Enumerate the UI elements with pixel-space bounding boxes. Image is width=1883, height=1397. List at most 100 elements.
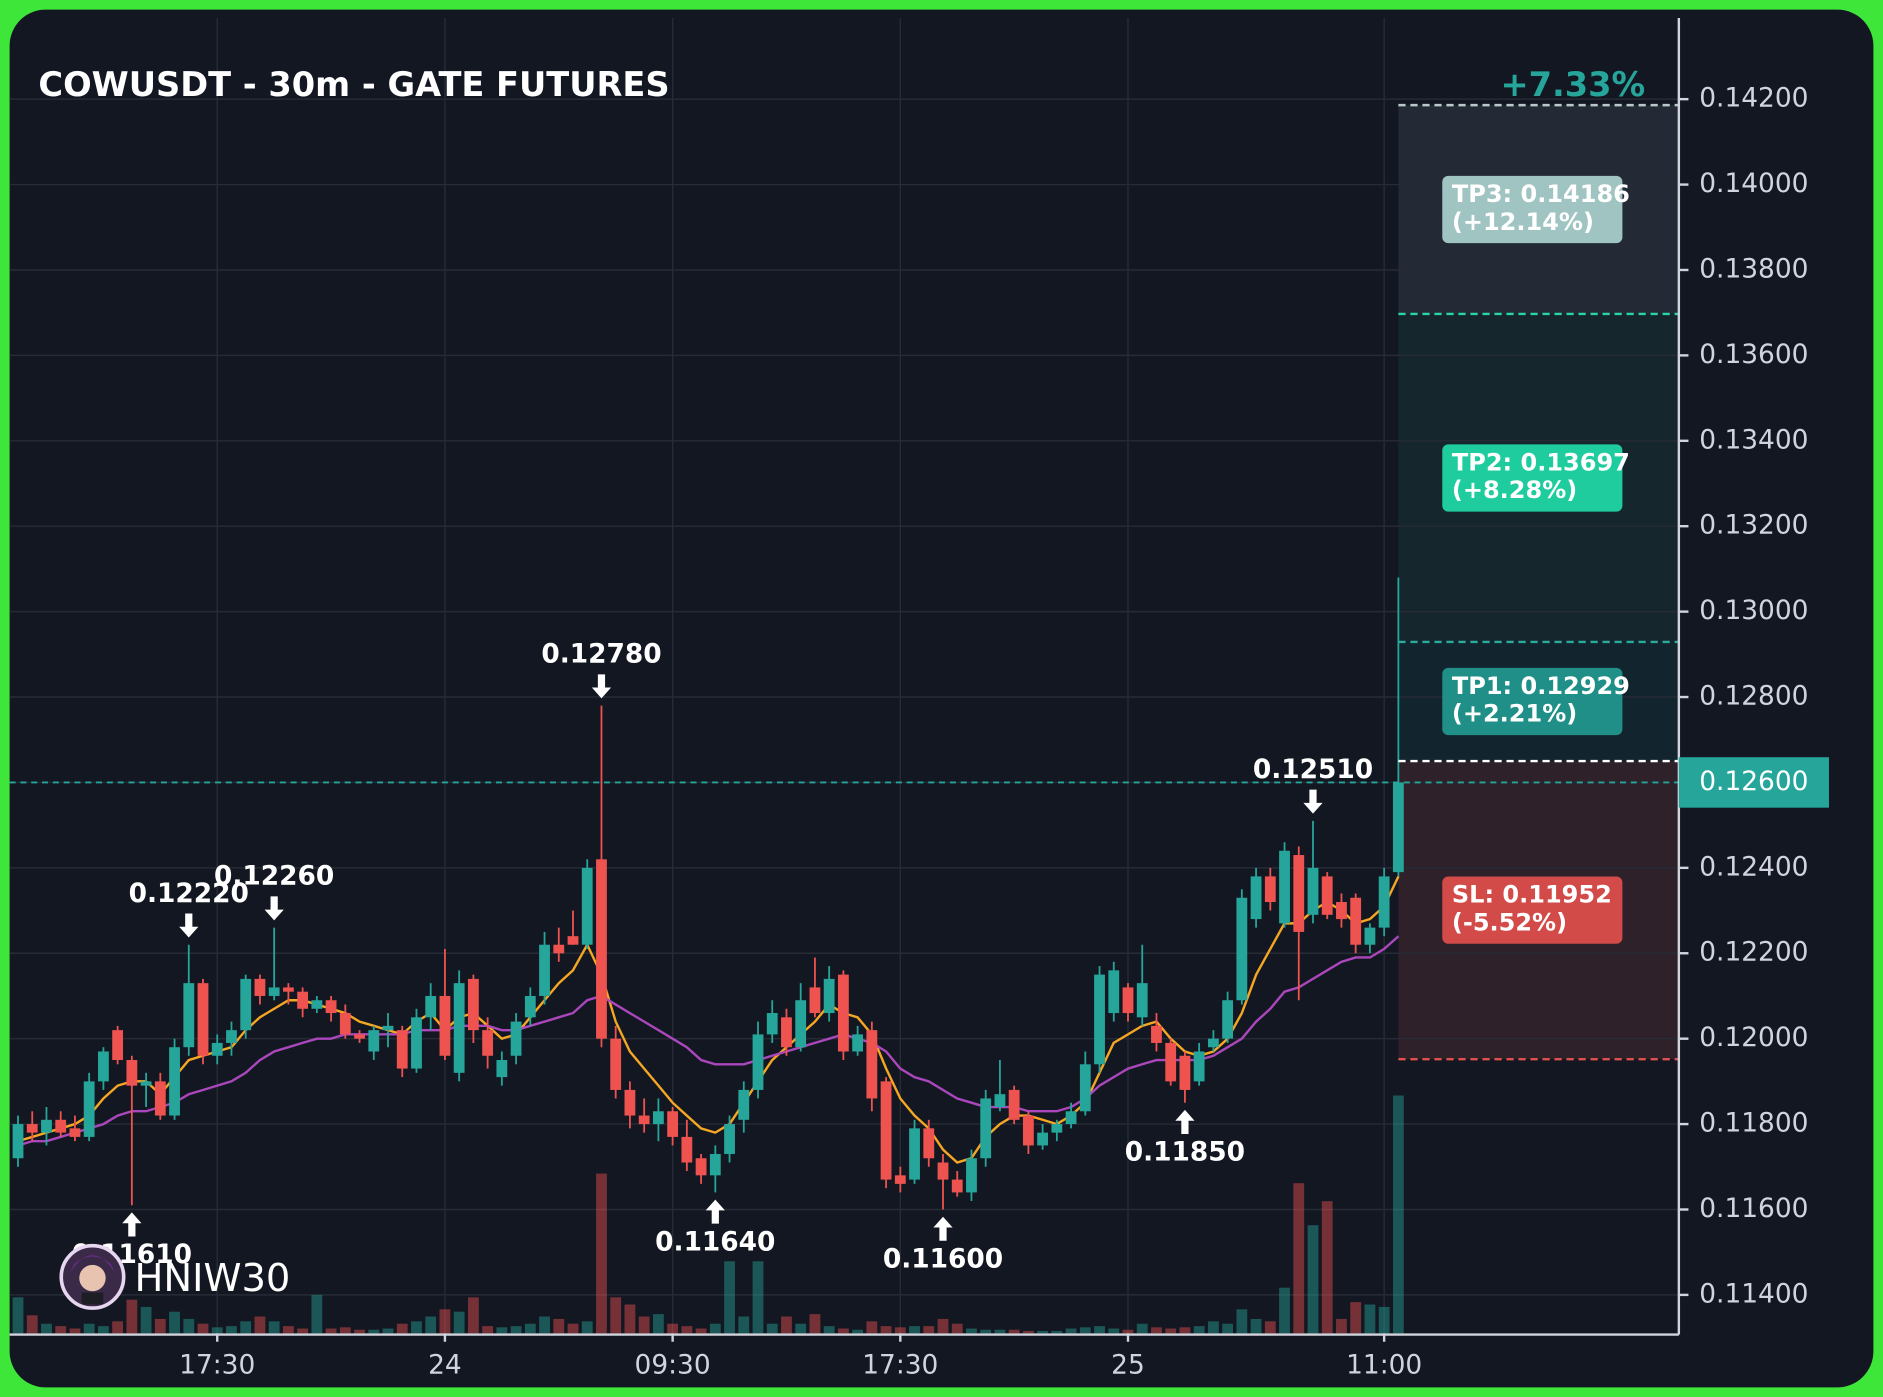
candle-body xyxy=(866,1030,878,1099)
volume-bar xyxy=(83,1323,95,1334)
candle-body xyxy=(1151,1025,1162,1043)
candle-body xyxy=(41,1119,52,1133)
candle-body xyxy=(112,1030,124,1061)
candle-body xyxy=(496,1060,508,1078)
candle-body xyxy=(411,1017,422,1069)
candle-body xyxy=(994,1094,1006,1107)
volume-bar xyxy=(951,1323,963,1334)
candle-body xyxy=(624,1089,636,1116)
pivot-arrow xyxy=(933,1216,953,1241)
candle-body xyxy=(1264,876,1276,903)
pivot-label: 0.11850 xyxy=(1125,1137,1245,1168)
volume-bar xyxy=(1307,1225,1319,1334)
volume-bar xyxy=(709,1323,721,1334)
candle-body xyxy=(695,1158,707,1176)
volume-bar xyxy=(539,1316,550,1334)
avatar-hair xyxy=(69,1255,116,1274)
candle-body xyxy=(1321,876,1333,915)
candle-body xyxy=(681,1136,693,1163)
volume-bar xyxy=(1151,1327,1162,1334)
volume-bar xyxy=(596,1173,607,1334)
candle-body xyxy=(539,944,550,996)
candle-body xyxy=(97,1051,109,1082)
grid xyxy=(9,18,1679,1334)
volume-bar xyxy=(937,1318,949,1334)
candle-body xyxy=(766,1013,778,1035)
candle-body xyxy=(1364,927,1376,945)
candle-body xyxy=(567,936,579,945)
volume-bar xyxy=(1279,1287,1290,1334)
candle-body xyxy=(823,978,835,1014)
volume xyxy=(12,1095,1404,1334)
volume-bar xyxy=(282,1326,294,1334)
volume-bar xyxy=(1037,1330,1049,1334)
candle-body xyxy=(26,1124,38,1133)
candle-body xyxy=(1165,1042,1177,1082)
volume-bar xyxy=(1236,1309,1248,1334)
candle-body xyxy=(1122,987,1134,1014)
level-change: (+12.14%) xyxy=(1452,208,1594,236)
volume-bar xyxy=(97,1326,109,1334)
y-tick-label: 0.12200 xyxy=(1699,937,1808,968)
volume-bar xyxy=(1392,1095,1404,1334)
candle-body xyxy=(311,1000,323,1009)
volume-bar xyxy=(752,1261,764,1334)
candle-body xyxy=(126,1060,138,1086)
candle-body xyxy=(467,978,479,1031)
volume-bar xyxy=(339,1327,351,1334)
volume-bar xyxy=(994,1329,1006,1334)
volume-bar xyxy=(425,1316,437,1334)
volume-bar xyxy=(396,1323,408,1334)
level-label: TP3: 0.14186 xyxy=(1452,180,1630,208)
volume-bar xyxy=(738,1316,750,1334)
volume-bar xyxy=(1065,1328,1077,1334)
candle-body xyxy=(581,867,593,945)
volume-bar xyxy=(1264,1321,1276,1334)
candles xyxy=(12,577,1404,1210)
y-tick-label: 0.14200 xyxy=(1699,83,1808,114)
volume-bar xyxy=(1222,1323,1234,1334)
candle-body xyxy=(183,983,195,1048)
candle-body xyxy=(140,1081,152,1086)
candle-body xyxy=(809,987,821,1014)
level-change: (+2.21%) xyxy=(1452,700,1577,728)
volume-bar xyxy=(980,1329,992,1334)
y-tick-label: 0.11400 xyxy=(1699,1278,1808,1309)
volume-bar xyxy=(610,1297,622,1334)
candle-body xyxy=(1108,970,1120,1014)
candle-body xyxy=(937,1162,949,1180)
candle-body xyxy=(738,1089,750,1120)
volume-bar xyxy=(1321,1201,1333,1334)
candle-body xyxy=(197,983,209,1056)
candle-body xyxy=(652,1111,664,1125)
y-tick-label: 0.12400 xyxy=(1699,851,1808,882)
candle-body xyxy=(1378,876,1390,928)
chart-title: COWUSDT - 30m - GATE FUTURES xyxy=(38,65,669,104)
x-tick-label: 11:00 xyxy=(1346,1349,1422,1380)
candle-body xyxy=(951,1179,963,1193)
candle-body xyxy=(837,974,849,1052)
volume-bar xyxy=(268,1321,280,1334)
candle-body xyxy=(55,1119,67,1133)
candle-body xyxy=(596,859,607,1039)
volume-bar xyxy=(795,1323,807,1334)
candle-body xyxy=(1037,1132,1049,1146)
candle-body xyxy=(923,1128,935,1159)
y-tick-label: 0.14000 xyxy=(1699,168,1808,199)
volume-bar xyxy=(12,1297,24,1334)
volume-bar xyxy=(1250,1318,1262,1334)
volume-bar xyxy=(240,1321,252,1334)
avatar-face xyxy=(79,1264,106,1292)
volume-bar xyxy=(482,1326,494,1334)
candle-body xyxy=(1065,1111,1077,1125)
level-label-box xyxy=(1442,667,1623,736)
candle-body xyxy=(1179,1055,1191,1090)
level-label: TP2: 0.13697 xyxy=(1452,449,1630,477)
candle-body xyxy=(268,987,280,996)
volume-bar xyxy=(695,1328,707,1334)
volume-bar xyxy=(169,1311,180,1334)
volume-bar xyxy=(652,1314,664,1334)
volume-bar xyxy=(1193,1326,1205,1334)
candle-body xyxy=(1222,1000,1234,1039)
x-tick-label: 17:30 xyxy=(179,1349,255,1380)
